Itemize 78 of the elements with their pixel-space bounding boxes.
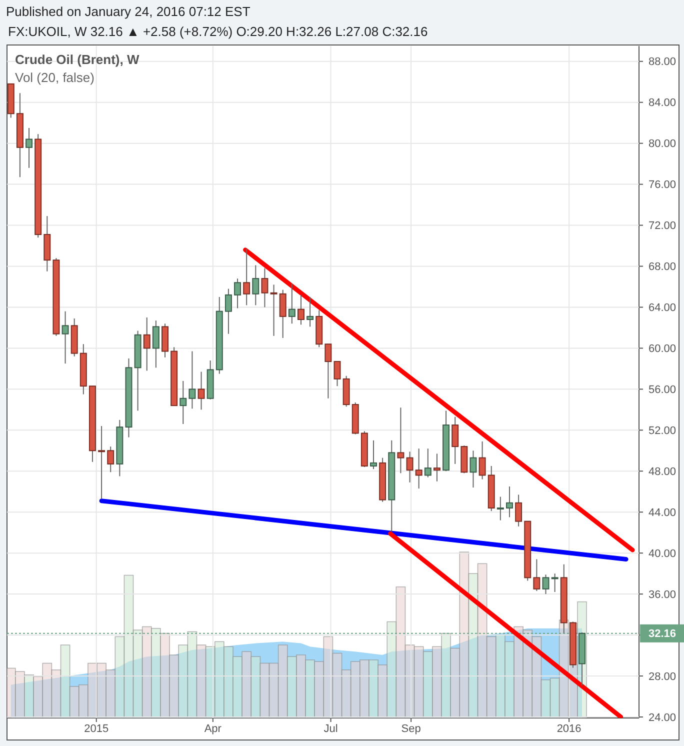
candlestick [397,407,404,474]
y-tick-label: 80.00 [648,138,676,150]
y-tick-label: 40.00 [648,548,676,560]
candlestick [107,446,114,473]
bar [332,652,342,718]
ref-line-label: 32.16 [648,628,676,640]
y-tick-label: 24.00 [648,712,676,724]
candlestick [297,294,304,326]
bar [242,651,252,718]
bar [414,646,424,718]
candlestick [515,494,522,527]
candlestick [496,496,504,521]
bar [114,636,125,718]
candlestick [98,426,106,500]
y-tick-label: 72.00 [648,220,676,232]
candlestick [279,289,286,338]
y-tick-label: 56.00 [648,384,676,396]
candlestick [252,264,260,306]
bar [250,656,261,718]
candlestick [470,450,477,488]
x-tick-label: 2016 [556,723,582,735]
candlestick [198,371,205,410]
bar [124,574,134,718]
candlestick [415,448,422,490]
candlestick [143,316,150,372]
candlestick [26,127,33,168]
bar [278,644,288,718]
bar [396,586,406,718]
bar [60,644,70,718]
x-tick-label: Jul [324,723,338,735]
candlestick [234,278,242,309]
y-tick-label: 36.00 [648,588,676,601]
candlestick [506,486,513,518]
text: Published on January 24, 2016 07:12 EST [6,4,250,19]
bar [224,646,234,718]
bar [42,662,52,718]
y-tick-label: 64.00 [648,302,676,314]
candlestick [406,451,414,483]
y-tick-label: 76.00 [648,179,676,192]
candlestick [542,574,550,595]
bar [459,552,470,718]
y-tick-label: 44.00 [648,506,676,519]
y-tick-label: 68.00 [648,261,676,274]
y-tick-label: 88.00 [648,56,676,68]
y-tick-label: 48.00 [648,466,676,478]
bar [160,632,170,718]
candlestick [306,296,314,328]
candlestick [334,361,341,387]
candlestick [243,248,250,306]
chart-subtitle: FX:UKOIL, W 32.16 ▲ +2.58 (+8.72%) O:29.20 H:32.26 L:27.08 C:32.16 [8,24,428,39]
bar [178,644,188,718]
chart-title: Vol (20, false) [15,70,94,85]
candlestick [188,350,196,410]
candlestick [270,284,278,336]
candlestick [152,320,160,368]
candlestick [478,440,486,480]
y-tick-label: 84.00 [648,97,676,110]
x-tick-label: Sep [401,723,421,735]
candlestick [288,283,296,324]
candlestick [424,448,432,478]
candlestick [224,288,232,334]
candlestick [180,380,187,424]
candlestick [533,558,540,592]
candlestick [370,440,377,470]
x-tick-label: 2015 [84,723,109,735]
candlestick [261,268,268,308]
bar [386,621,397,718]
x-tick-label: Apr [204,723,222,735]
y-tick-label: 52.00 [648,424,676,437]
candlestick [324,344,332,399]
bar [214,641,224,718]
candlestick [551,573,558,592]
y-tick-label: 60.00 [648,343,676,356]
candlestick [433,453,440,482]
y-tick-label: 28.00 [648,670,676,683]
candlestick [62,310,69,364]
text: Crude Oil (Brent), W [15,52,140,67]
candlestick [452,416,459,464]
